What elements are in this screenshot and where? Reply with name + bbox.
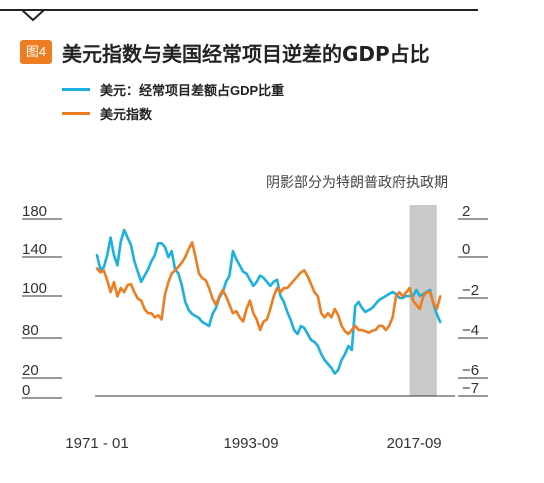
header-notch — [21, 9, 45, 22]
x-tick-label: 1993-09 — [223, 435, 278, 452]
x-tick-label: 2017-09 — [387, 435, 442, 452]
x-tick-label: 1971 - 01 — [65, 435, 128, 452]
right-tick-label: −4 — [462, 322, 479, 339]
legend-item-current-account: 美元：经常项目差额占GDP比重 — [62, 77, 284, 101]
legend-label-dollar-index: 美元指数 — [100, 106, 153, 122]
legend-label-current-account: 美元：经常项目差额占GDP比重 — [100, 82, 285, 98]
left-tick-label: 180 — [22, 203, 47, 220]
right-tick-label: −7 — [462, 380, 479, 397]
left-tick-label: 100 — [22, 280, 47, 297]
right-tick-label: −6 — [462, 362, 479, 379]
chart-legend: 美元：经常项目差额占GDP比重 美元指数 — [62, 77, 284, 125]
left-tick-label: 0 — [22, 382, 30, 399]
series-line-dollar-index — [95, 241, 442, 336]
left-tick-label: 80 — [22, 322, 39, 339]
legend-item-dollar-index: 美元指数 — [62, 101, 284, 125]
legend-swatch-dollar-index — [62, 111, 90, 115]
chart-title: 美元指数与美国经常项目逆差的GDP占比 — [62, 42, 430, 66]
shading-note: 阴影部分为特朗普政府执政期 — [266, 174, 448, 190]
right-tick-label: 2 — [462, 203, 470, 220]
left-tick-label: 20 — [22, 362, 39, 379]
header-rule — [0, 9, 478, 11]
figure-number-badge: 图4 — [20, 40, 52, 64]
legend-swatch-current-account — [62, 87, 90, 91]
series-line-current-account — [95, 228, 442, 375]
right-tick-label: 0 — [462, 241, 470, 258]
left-tick-label: 140 — [22, 241, 47, 258]
right-tick-label: −2 — [462, 282, 479, 299]
